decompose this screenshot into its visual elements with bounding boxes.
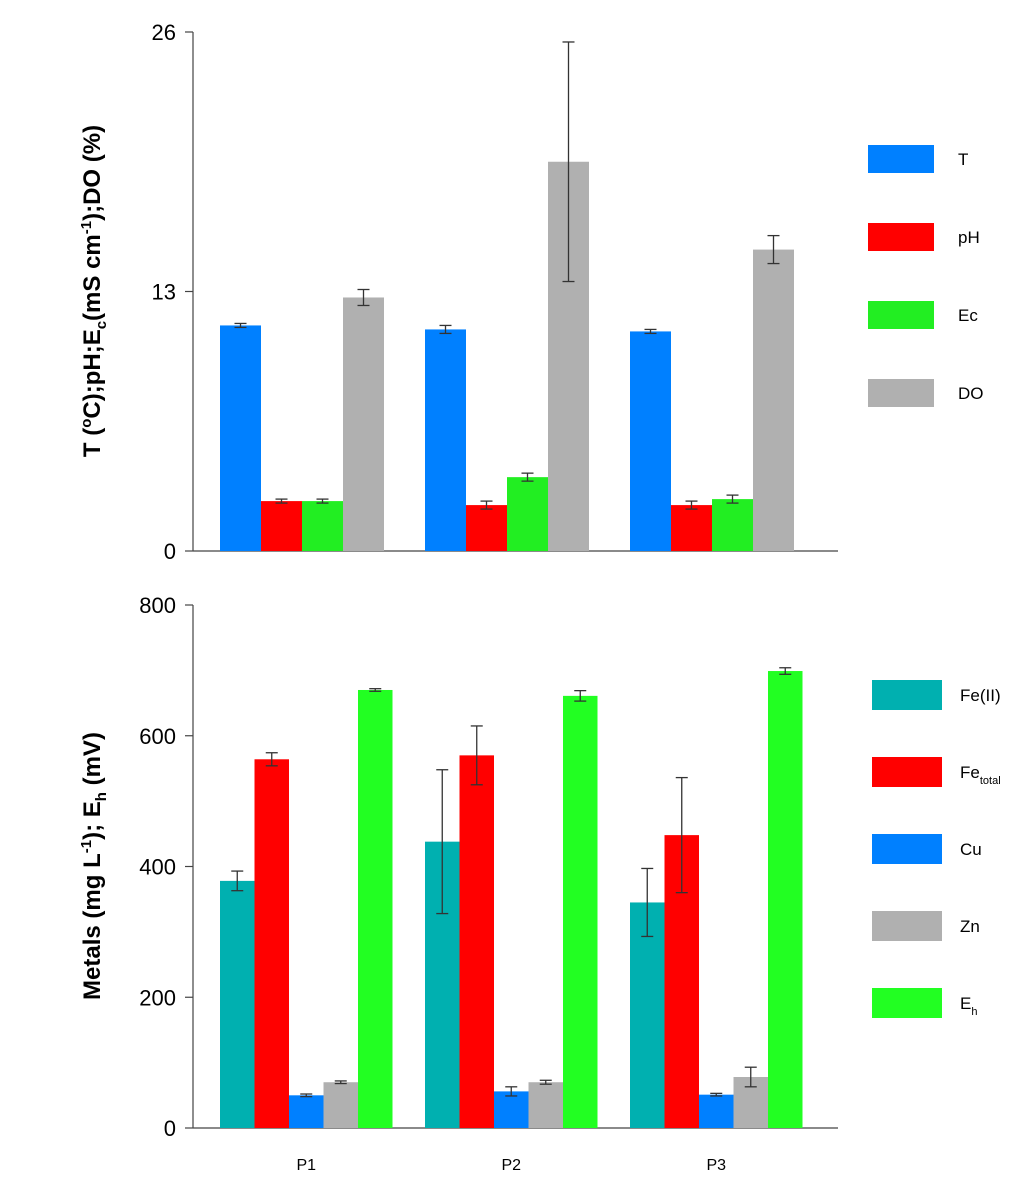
bottom-bar-cu-p2 bbox=[494, 1091, 529, 1128]
top-y-axis-title-part: c bbox=[93, 321, 110, 329]
top-bar-ec-p1 bbox=[302, 501, 343, 551]
bottom-y-axis-title-part: Metals (mg L bbox=[79, 853, 106, 1000]
bottom-legend-label: Fe(II) bbox=[960, 686, 1001, 705]
top-legend-label-text: T bbox=[958, 150, 968, 169]
top-legend-label: Ec bbox=[958, 306, 978, 325]
bottom-legend-swatch bbox=[872, 757, 942, 787]
bottom-y-tick-label: 600 bbox=[139, 724, 176, 749]
top-bar-do-p3 bbox=[753, 249, 794, 552]
top-legend-label: pH bbox=[958, 228, 980, 247]
top-legend-label-text: DO bbox=[958, 384, 984, 403]
bottom-y-axis-title-part: -1 bbox=[78, 840, 95, 853]
top-bar-ph-p2 bbox=[466, 505, 507, 551]
bottom-y-axis-title-part: h bbox=[93, 792, 110, 801]
bottom-bar-feii-p1 bbox=[220, 880, 255, 1128]
top-y-tick-label: 26 bbox=[152, 20, 176, 45]
bottom-bar-eh-p1 bbox=[358, 689, 393, 1128]
top-legend-swatch bbox=[868, 301, 934, 329]
bottom-legend-swatch bbox=[872, 834, 942, 864]
top-bar-ec-p3 bbox=[712, 499, 753, 551]
top-y-axis-title-part: T ( bbox=[79, 428, 106, 457]
bottom-legend-label-text: E bbox=[960, 994, 971, 1013]
bottom-bar-fetotal-p1 bbox=[254, 759, 289, 1128]
bottom-legend-label: Fetotal bbox=[960, 763, 1001, 787]
bottom-legend-swatch bbox=[872, 988, 942, 1018]
bottom-y-tick-label: 200 bbox=[139, 985, 176, 1010]
bottom-bar-zn-p2 bbox=[528, 1082, 563, 1128]
top-y-axis-title: T (oC);pH;Ec(mS cm-1);DO (%) bbox=[78, 125, 110, 457]
top-y-axis-title-part: o bbox=[78, 419, 95, 428]
bottom-bar-eh-p3 bbox=[768, 671, 803, 1128]
top-y-axis-title-part: );DO (%) bbox=[79, 125, 106, 221]
bottom-legend-label-text: Cu bbox=[960, 840, 982, 859]
top-legend-swatch bbox=[868, 145, 934, 173]
bottom-legend-swatch bbox=[872, 680, 942, 710]
bottom-legend-label: Eh bbox=[960, 994, 977, 1018]
bottom-legend-label: Zn bbox=[960, 917, 980, 936]
top-bar-do-p1 bbox=[343, 297, 384, 551]
category-label-p3: P3 bbox=[706, 1157, 726, 1174]
top-y-axis-title-part: -1 bbox=[78, 221, 95, 234]
top-legend-swatch bbox=[868, 379, 934, 407]
bottom-bar-fetotal-p2 bbox=[459, 755, 494, 1128]
top-bar-ec-p2 bbox=[507, 477, 548, 551]
bottom-legend-label-text: Fe(II) bbox=[960, 686, 1001, 705]
bottom-bar-cu-p3 bbox=[699, 1094, 734, 1128]
top-y-axis-title-part: (mS cm bbox=[79, 234, 106, 321]
bottom-legend-label-text: Zn bbox=[960, 917, 980, 936]
top-chart-panel: 0 13 26 T (oC);pH;Ec(mS cm-1);DO (%) TpH Ec DO bbox=[78, 20, 984, 564]
bottom-bar-zn-p1 bbox=[323, 1082, 358, 1128]
bottom-legend-label-subscript: total bbox=[980, 775, 1001, 787]
top-bar-ph-p3 bbox=[671, 505, 712, 551]
bottom-legend-label-text: Fe bbox=[960, 763, 980, 782]
top-legend-label: T bbox=[958, 150, 968, 169]
top-legend-label-text: pH bbox=[958, 228, 980, 247]
top-y-tick-label: 13 bbox=[152, 280, 176, 305]
bottom-legend-label-subscript: h bbox=[971, 1006, 977, 1018]
category-label-p1: P1 bbox=[296, 1157, 316, 1174]
top-bar-t-p1 bbox=[220, 325, 261, 551]
top-legend-label: DO bbox=[958, 384, 984, 403]
top-y-tick-label: 0 bbox=[164, 539, 176, 564]
bottom-y-axis-title-part: (mV) bbox=[79, 732, 106, 792]
bottom-legend-label: Cu bbox=[960, 840, 982, 859]
category-label-p2: P2 bbox=[501, 1157, 521, 1174]
top-legend-label-text: Ec bbox=[958, 306, 978, 325]
top-y-axis-title-part: C);pH;E bbox=[79, 329, 106, 418]
top-legend-swatch bbox=[868, 223, 934, 251]
top-bar-t-p2 bbox=[425, 329, 466, 551]
bottom-y-axis-title-part: ); E bbox=[79, 801, 106, 840]
bottom-bar-cu-p1 bbox=[289, 1095, 324, 1128]
bottom-y-tick-label: 0 bbox=[164, 1116, 176, 1141]
top-bar-t-p3 bbox=[630, 331, 671, 551]
bottom-y-axis-title: Metals (mg L-1); Eh (mV) bbox=[78, 732, 110, 1000]
bottom-bar-feii-p3 bbox=[630, 902, 665, 1128]
bottom-bar-eh-p2 bbox=[563, 695, 598, 1128]
bottom-legend-swatch bbox=[872, 911, 942, 941]
bottom-y-tick-label: 400 bbox=[139, 855, 176, 880]
bottom-y-tick-label: 800 bbox=[139, 593, 176, 618]
top-bar-ph-p1 bbox=[261, 501, 302, 551]
